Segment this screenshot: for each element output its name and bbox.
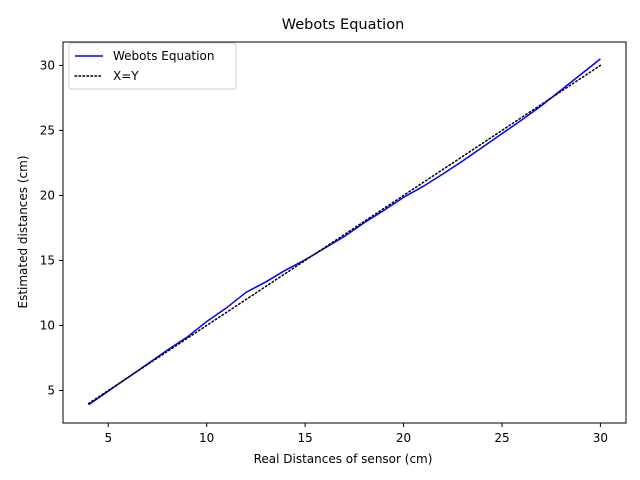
y-axis-ticks: 5 10 15 20 25 30 [40,58,63,397]
x-tick-label: 15 [297,431,312,445]
y-axis-label: Estimated distances (cm) [16,156,30,309]
x-axis-label: Real Distances of sensor (cm) [254,452,433,466]
x-tick-label: 10 [199,431,214,445]
y-tick-label: 15 [40,253,55,267]
plot-series [87,58,602,406]
x-tick-label: 5 [104,431,112,445]
chart-title: Webots Equation [282,17,405,33]
legend-label-webots-equation: Webots Equation [113,49,214,63]
legend-box [68,42,237,90]
x-tick-label: 30 [593,431,608,445]
x-tick-label: 25 [494,431,509,445]
series-line-x-equals-y [87,64,602,405]
x-axis-ticks: 5 10 15 20 25 30 [104,423,608,445]
axes-frame [62,41,627,424]
legend: Webots Equation X=Y [68,42,237,90]
y-tick-label: 25 [40,123,55,137]
x-tick-label: 20 [396,431,411,445]
legend-label-x-equals-y: X=Y [113,69,139,83]
series-line-webots-equation [88,58,601,406]
y-tick-label: 10 [40,318,55,332]
y-tick-label: 5 [47,383,55,397]
y-tick-label: 20 [40,188,55,202]
y-tick-label: 30 [40,58,55,72]
